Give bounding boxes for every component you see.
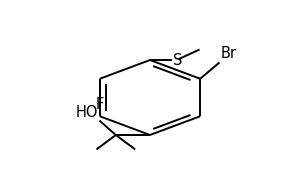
Text: F: F — [96, 97, 104, 112]
Text: S: S — [173, 52, 183, 67]
Text: HO: HO — [76, 105, 98, 120]
Text: Br: Br — [221, 46, 237, 61]
